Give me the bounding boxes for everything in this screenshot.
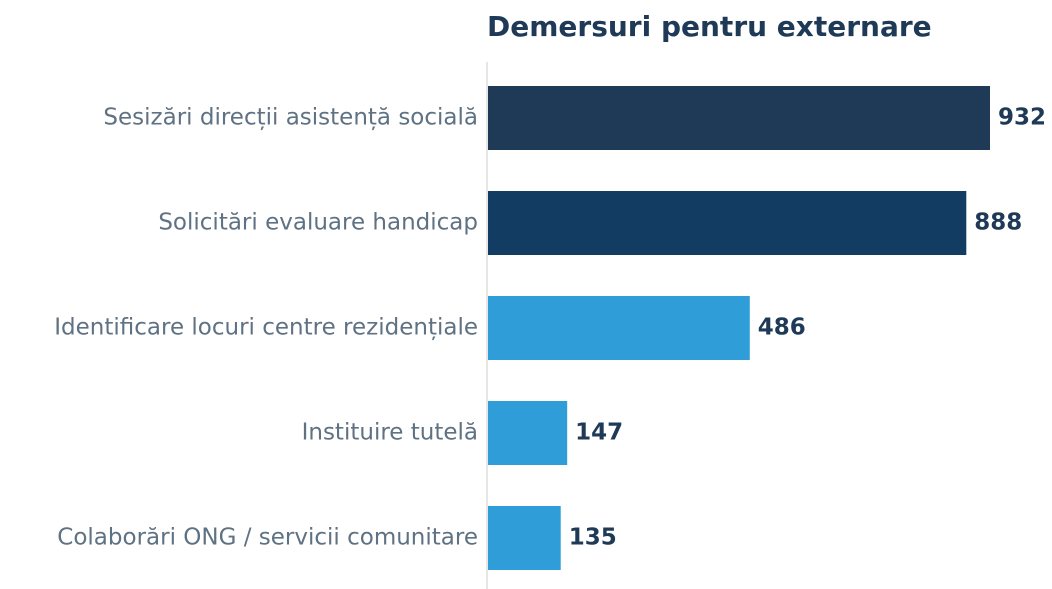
bar (488, 401, 568, 465)
category-label: Colaborări ONG / servicii comunitare (57, 525, 478, 551)
bar (488, 86, 990, 150)
value-label: 932 (998, 105, 1046, 131)
value-label: 486 (758, 315, 806, 341)
category-label: Identificare locuri centre rezidențiale (54, 315, 478, 341)
bar (488, 506, 561, 570)
bar (488, 191, 967, 255)
category-label: Instituire tutelă (302, 420, 478, 446)
value-label: 147 (575, 420, 623, 446)
category-label: Sesizări direcții asistență socială (103, 105, 478, 131)
chart-title: Demersuri pentru externare (487, 10, 932, 43)
value-label: 888 (974, 210, 1022, 236)
bar (488, 296, 750, 360)
category-label: Solicitări evaluare handicap (158, 210, 478, 236)
value-label: 135 (569, 525, 617, 551)
